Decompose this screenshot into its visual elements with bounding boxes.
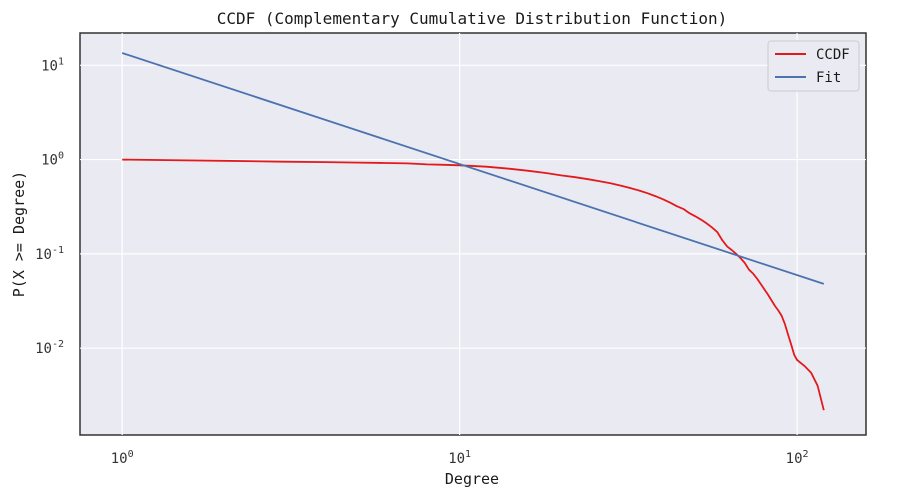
- chart-title: CCDF (Complementary Cumulative Distribut…: [217, 9, 728, 28]
- y-tick-label: 10-1: [35, 245, 64, 263]
- series-lines: [121, 52, 825, 411]
- y-tick-label: 101: [41, 56, 64, 74]
- y-tick-label: 10-2: [35, 339, 64, 357]
- tick-labels: 100 101 102 101 100 10-1 10-2: [35, 56, 808, 467]
- x-tick-label: 100: [111, 449, 134, 467]
- gridlines: [80, 33, 866, 435]
- plot-area: [79, 32, 867, 436]
- legend: CCDF Fit: [767, 40, 860, 92]
- x-tick-label: 101: [448, 449, 471, 467]
- series-line-fit: [121, 52, 825, 285]
- y-tick-label: 100: [41, 151, 64, 169]
- x-axis-label: Degree: [445, 470, 499, 488]
- y-axis-label: P(X >= Degree): [10, 171, 28, 297]
- legend-label-ccdf: CCDF: [816, 47, 850, 63]
- series-line-ccdf: [122, 158, 825, 411]
- legend-label-fit: Fit: [816, 70, 841, 86]
- x-tick-label: 102: [786, 449, 809, 467]
